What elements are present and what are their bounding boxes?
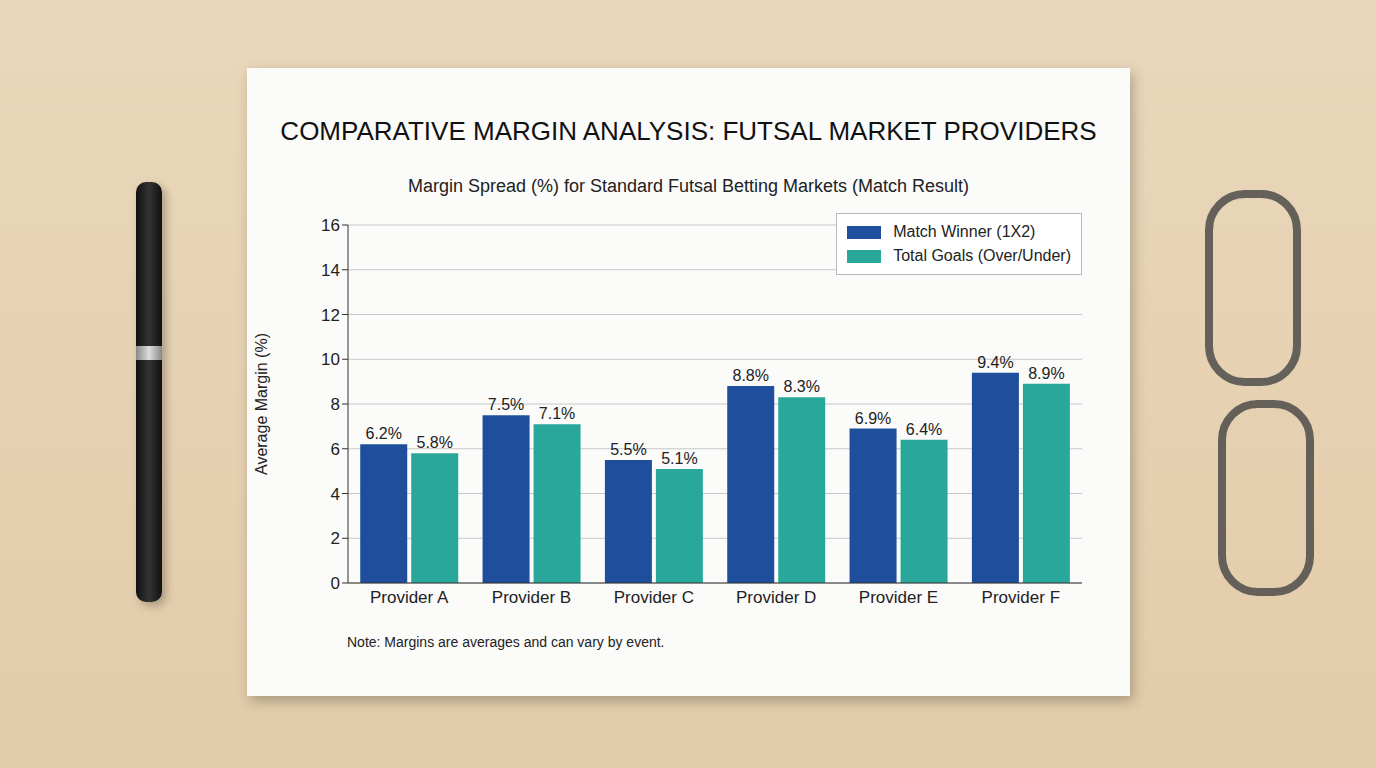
html-text:Note: Margins are averages and: Note: Margins are averages and can vary …: [347, 634, 665, 650]
svg-text:8.8%: 8.8%: [732, 367, 768, 384]
svg-text:2: 2: [331, 529, 340, 548]
svg-text:6: 6: [331, 440, 340, 459]
svg-text:14: 14: [321, 261, 340, 280]
svg-text:Provider B: Provider B: [492, 588, 571, 607]
svg-text:6.9%: 6.9%: [855, 410, 891, 427]
svg-text:4: 4: [331, 485, 340, 504]
svg-text:Provider E: Provider E: [859, 588, 938, 607]
html-text:COMPARATIVE MARGIN ANALYSIS: F: COMPARATIVE MARGIN ANALYSIS: FUTSAL MARK…: [280, 116, 1097, 146]
html-text:Total Goals (Over/Under): Total Goals (Over/Under): [893, 247, 1071, 264]
html-text:Margin Spread (%) for Standard: Margin Spread (%) for Standard Futsal Be…: [407, 176, 970, 196]
svg-text:12: 12: [321, 306, 340, 325]
html-text:Match Winner (1X2): Match Winner (1X2): [893, 223, 1036, 240]
svg-text:5.8%: 5.8%: [416, 434, 452, 451]
svg-text:6.4%: 6.4%: [906, 421, 942, 438]
svg-text:5.1%: 5.1%: [661, 450, 697, 467]
svg-text:10: 10: [321, 350, 340, 369]
svg-text:8.9%: 8.9%: [1028, 365, 1064, 382]
svg-text:8.3%: 8.3%: [783, 378, 819, 395]
svg-text:0: 0: [331, 574, 340, 593]
svg-text:5.5%: 5.5%: [610, 441, 646, 458]
svg-text:Provider A: Provider A: [370, 588, 449, 607]
svg-text:Average Margin (%): Average Margin (%): [253, 333, 270, 475]
svg-text:Provider D: Provider D: [736, 588, 816, 607]
svg-text:6.2%: 6.2%: [365, 425, 401, 442]
svg-text:16: 16: [321, 216, 340, 235]
svg-text:7.1%: 7.1%: [539, 405, 575, 422]
svg-text:Provider F: Provider F: [982, 588, 1060, 607]
svg-text:8: 8: [331, 395, 340, 414]
svg-text:7.5%: 7.5%: [488, 396, 524, 413]
svg-text:9.4%: 9.4%: [977, 354, 1013, 371]
svg-text:Provider C: Provider C: [614, 588, 694, 607]
